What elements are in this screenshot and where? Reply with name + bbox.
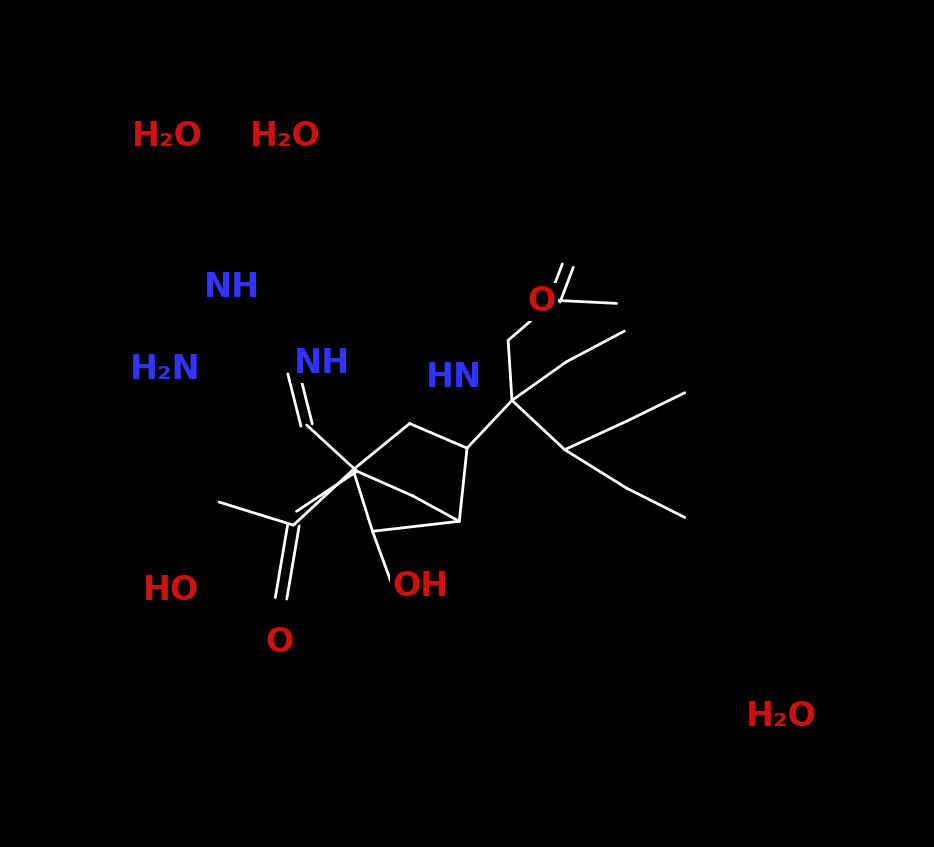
Text: NH: NH	[204, 272, 260, 304]
Text: H₂O: H₂O	[132, 119, 203, 152]
Text: H₂O: H₂O	[250, 119, 321, 152]
Text: OH: OH	[392, 570, 448, 603]
Text: HO: HO	[143, 574, 199, 607]
Text: NH: NH	[294, 347, 350, 380]
Text: O: O	[528, 285, 556, 318]
Text: O: O	[265, 627, 293, 660]
Text: HN: HN	[426, 361, 482, 394]
Text: H₂O: H₂O	[745, 700, 816, 733]
Text: H₂N: H₂N	[130, 353, 200, 386]
